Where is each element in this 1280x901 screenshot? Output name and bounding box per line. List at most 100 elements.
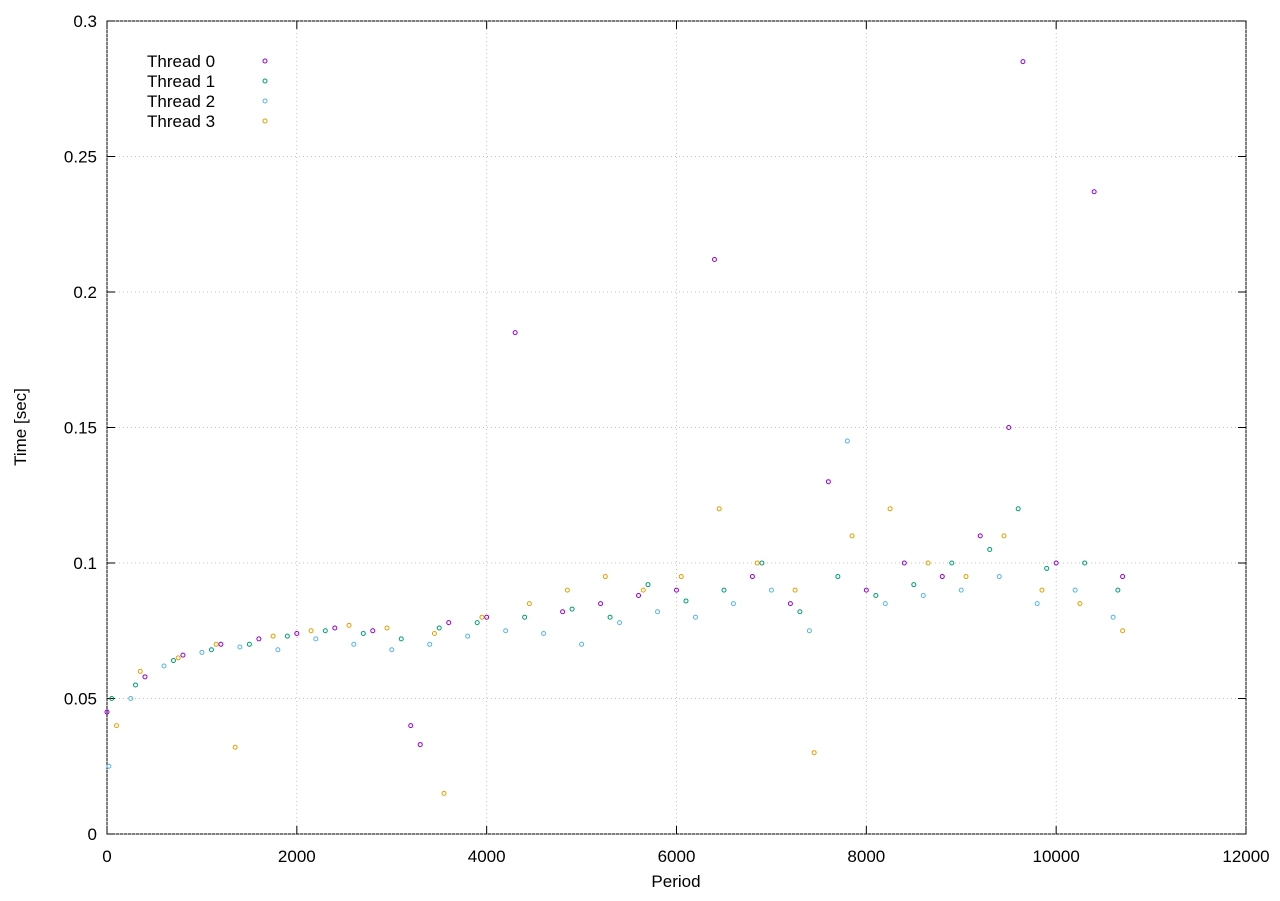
point <box>218 641 224 647</box>
point <box>256 636 262 642</box>
legend-marker <box>262 98 268 104</box>
point <box>360 630 366 636</box>
point <box>431 630 437 636</box>
legend-marker <box>262 78 268 84</box>
point <box>175 655 181 661</box>
point <box>109 696 115 701</box>
point <box>351 641 357 647</box>
point <box>1120 574 1126 580</box>
y-tick-label: 0.2 <box>73 283 97 302</box>
point <box>1072 587 1078 593</box>
point <box>797 609 803 615</box>
point <box>806 628 812 634</box>
point <box>270 633 276 639</box>
y-tick-label: 0.3 <box>73 12 97 31</box>
point <box>939 574 945 580</box>
y-tick-label: 0.25 <box>64 148 97 167</box>
x-axis-label: Period <box>651 872 700 891</box>
point <box>607 614 613 620</box>
x-tick-label: 10000 <box>1033 847 1080 866</box>
point <box>759 560 765 566</box>
point <box>346 622 352 628</box>
point <box>106 763 112 769</box>
point <box>1082 560 1088 566</box>
point <box>949 560 955 566</box>
point <box>560 609 566 615</box>
point <box>522 614 528 620</box>
point <box>1015 506 1021 512</box>
legend-label: Thread 2 <box>147 92 215 111</box>
point <box>1044 565 1050 571</box>
x-tick-label: 2000 <box>278 847 316 866</box>
point <box>384 625 390 631</box>
point <box>161 663 167 669</box>
y-tick-label: 0.15 <box>64 419 97 438</box>
point <box>721 587 727 593</box>
point <box>825 479 831 485</box>
point <box>674 587 679 593</box>
point <box>436 625 442 631</box>
point <box>1091 189 1097 195</box>
point <box>479 614 485 620</box>
y-tick-label: 0.05 <box>64 690 97 709</box>
point <box>465 633 471 639</box>
point <box>1110 614 1116 620</box>
point <box>1034 601 1040 607</box>
point <box>232 744 238 750</box>
point <box>294 630 300 636</box>
point <box>655 609 661 615</box>
point <box>873 593 879 599</box>
point <box>1120 628 1126 634</box>
point <box>711 256 717 262</box>
point <box>598 601 604 607</box>
point <box>863 587 869 593</box>
point <box>1053 560 1059 566</box>
point <box>835 574 841 580</box>
point <box>446 620 452 626</box>
point <box>911 582 917 588</box>
point <box>512 330 518 336</box>
point <box>683 598 689 604</box>
point <box>503 628 509 634</box>
point <box>322 628 328 634</box>
point <box>142 674 148 680</box>
point <box>564 587 570 593</box>
y-tick-label: 0 <box>88 825 97 844</box>
point <box>417 742 423 748</box>
point <box>408 723 414 729</box>
point <box>925 560 931 566</box>
point <box>692 614 698 620</box>
point <box>636 593 642 599</box>
point <box>569 606 575 612</box>
point <box>640 587 646 593</box>
point <box>920 593 926 599</box>
point <box>768 587 774 593</box>
point <box>1039 587 1045 593</box>
point <box>811 750 817 756</box>
point <box>1020 59 1026 65</box>
legend-label: Thread 1 <box>147 72 215 91</box>
point <box>213 641 219 647</box>
point <box>792 587 798 593</box>
point <box>104 709 110 715</box>
point <box>389 647 395 653</box>
y-axis-label: Time [sec] <box>11 388 30 466</box>
point <box>398 636 404 642</box>
point <box>602 574 608 580</box>
point <box>1006 425 1012 430</box>
point <box>996 574 1002 580</box>
point <box>113 723 119 729</box>
point <box>208 647 214 653</box>
point <box>370 628 376 634</box>
point <box>987 546 993 552</box>
x-tick-label: 12000 <box>1222 847 1269 866</box>
point <box>645 582 651 588</box>
point <box>474 620 480 626</box>
point <box>1115 587 1121 593</box>
point <box>541 630 547 636</box>
point <box>132 682 138 688</box>
point <box>284 633 290 639</box>
x-tick-label: 6000 <box>658 847 696 866</box>
point <box>678 574 684 580</box>
